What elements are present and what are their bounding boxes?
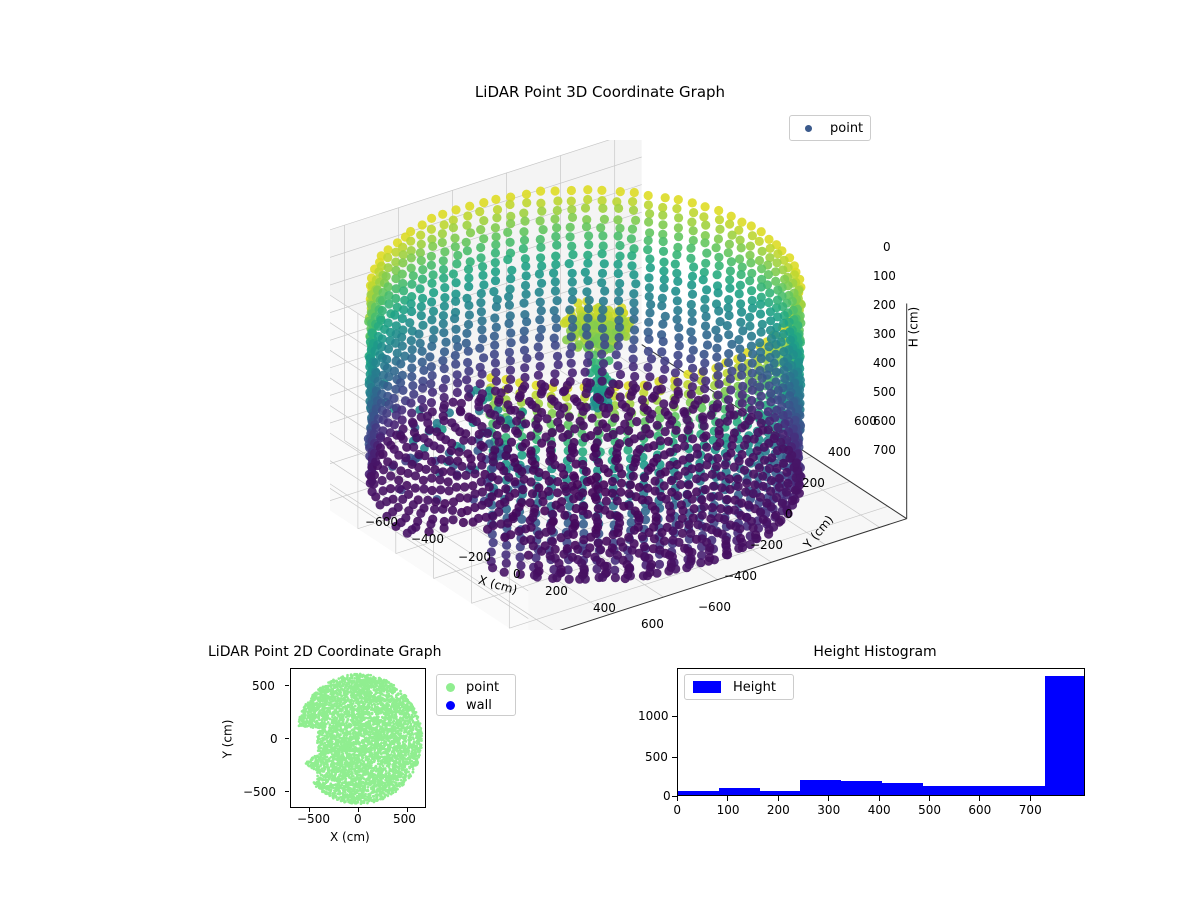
histogram-bar [1045, 675, 1084, 795]
histogram-x-tick: 600 [968, 803, 992, 817]
histogram-x-tick: 700 [1018, 803, 1042, 817]
y-tick-200: 200 [802, 476, 825, 490]
plot2d-x-axis-label: X (cm) [330, 830, 370, 844]
histogram-bar [922, 786, 964, 795]
plot2d-x-tickmark-500 [407, 808, 408, 812]
histogram-y-tick-500: 500 [645, 750, 668, 764]
histogram-x-tick: 100 [716, 803, 740, 817]
plot2d-x-tick--500: −500 [297, 812, 330, 826]
histogram-bar [841, 781, 882, 795]
histogram-x-tickmark [777, 796, 779, 801]
legend-label-point: point [830, 120, 864, 136]
legend-label-wall: wall [466, 697, 492, 713]
plot2d-x-tick-0: 0 [354, 812, 362, 826]
histogram-bar [678, 791, 719, 795]
histogram-bar [1004, 786, 1046, 795]
histogram-x-tick: 300 [817, 803, 841, 817]
point-marker-icon [805, 124, 812, 132]
histogram-x-tickmark [727, 796, 729, 801]
histogram-bar [759, 791, 801, 795]
z-tick-0: 0 [883, 240, 891, 254]
histogram-x-tickmark [928, 796, 930, 801]
wall-marker-icon [446, 700, 455, 710]
legend-label-height: Height [733, 679, 776, 695]
x-tick-400: 400 [593, 601, 616, 615]
legend-item-point: point [442, 678, 510, 696]
plot2d-y-tickmark-500 [285, 685, 289, 686]
histogram-panel: Height Histogram 0 500 1000 0 100 200 300 40… [638, 640, 1110, 855]
y-tick--200: −200 [750, 538, 783, 552]
histogram-x-tickmark [878, 796, 880, 801]
histogram-x-tickmark [828, 796, 830, 801]
histogram-legend: Height [684, 674, 794, 700]
plot3d-legend: point [789, 115, 871, 141]
histogram-x-tick: 500 [918, 803, 941, 817]
histogram-x-tickmark [677, 796, 678, 801]
plot2d-title: LiDAR Point 2D Coordinate Graph [208, 644, 442, 660]
plot2d-y-tick-0: 0 [270, 732, 278, 746]
x-tick-200: 200 [545, 584, 568, 598]
z-tick-500: 500 [873, 385, 896, 399]
plot3d-panel: 0 100 200 300 400 500 600 700 H (cm) −60… [330, 140, 950, 631]
histogram-x-tickmark [979, 796, 981, 801]
z-tick-700: 700 [873, 443, 896, 457]
histogram-bar [800, 780, 842, 795]
histogram-x-tick: 0 [673, 803, 682, 817]
plot2d-canvas [297, 672, 424, 806]
plot3d-title: LiDAR Point 3D Coordinate Graph [474, 83, 726, 101]
histogram-x-tickmark [1029, 796, 1031, 801]
histogram-x-tick: 200 [766, 803, 790, 817]
x-tick-0: 0 [513, 567, 521, 581]
plot2d-y-tick-500: 500 [252, 679, 275, 693]
x-tick-600: 600 [641, 617, 664, 631]
legend-item-wall: wall [442, 696, 510, 714]
plot2d-y-tickmark-0 [285, 738, 289, 739]
y-tick--400: −400 [724, 569, 757, 583]
z-tick-400: 400 [873, 356, 896, 370]
histogram-y-tick-0: 0 [663, 789, 671, 803]
point-marker-icon [446, 682, 455, 692]
histogram-bar [963, 786, 1005, 795]
histogram-y-tickmark-0 [672, 796, 677, 797]
plot2d-y-tick--500: −500 [243, 785, 276, 799]
legend-item-height: Height [691, 678, 787, 696]
plot2d-x-tick-500: 500 [393, 812, 416, 826]
y-tick-400: 400 [828, 445, 851, 459]
plot2d-x-tickmark--500 [309, 808, 310, 812]
y-tick--600: −600 [698, 600, 731, 614]
z-tick-300: 300 [873, 327, 896, 341]
plot3d-canvas [330, 140, 908, 630]
z-tick-600: 600 [873, 414, 896, 428]
y-tick-0: 0 [785, 507, 793, 521]
x-tick--600: −600 [365, 515, 398, 529]
y-tick-600: 600 [854, 414, 877, 428]
plot2d-y-axis-label: Y (cm) [220, 719, 235, 759]
histogram-y-tick-1000: 1000 [638, 709, 669, 723]
x-tick--200: −200 [458, 550, 491, 564]
z-tick-200: 200 [873, 298, 896, 312]
plot2d-axes [290, 668, 426, 808]
z-tick-100: 100 [873, 269, 896, 283]
histogram-bar [718, 787, 760, 795]
z-axis-label: H (cm) [906, 306, 921, 348]
height-bar-icon [693, 681, 721, 693]
histogram-title: Height Histogram [813, 644, 937, 660]
legend-label-point: point [466, 679, 500, 695]
legend-item-point: point [796, 119, 864, 137]
plot2d-x-tickmark-0 [358, 808, 359, 812]
histogram-y-tickmark-1000 [672, 716, 677, 717]
plot2d-legend: point wall [436, 674, 516, 716]
plot2d-y-tickmark--500 [285, 791, 289, 792]
histogram-x-tick: 400 [867, 803, 891, 817]
x-tick--400: −400 [411, 532, 444, 546]
histogram-y-tickmark-500 [672, 757, 677, 758]
histogram-bar [882, 783, 923, 795]
plot2d-panel: LiDAR Point 2D Coordinate Graph 500 0 −5… [200, 640, 540, 855]
